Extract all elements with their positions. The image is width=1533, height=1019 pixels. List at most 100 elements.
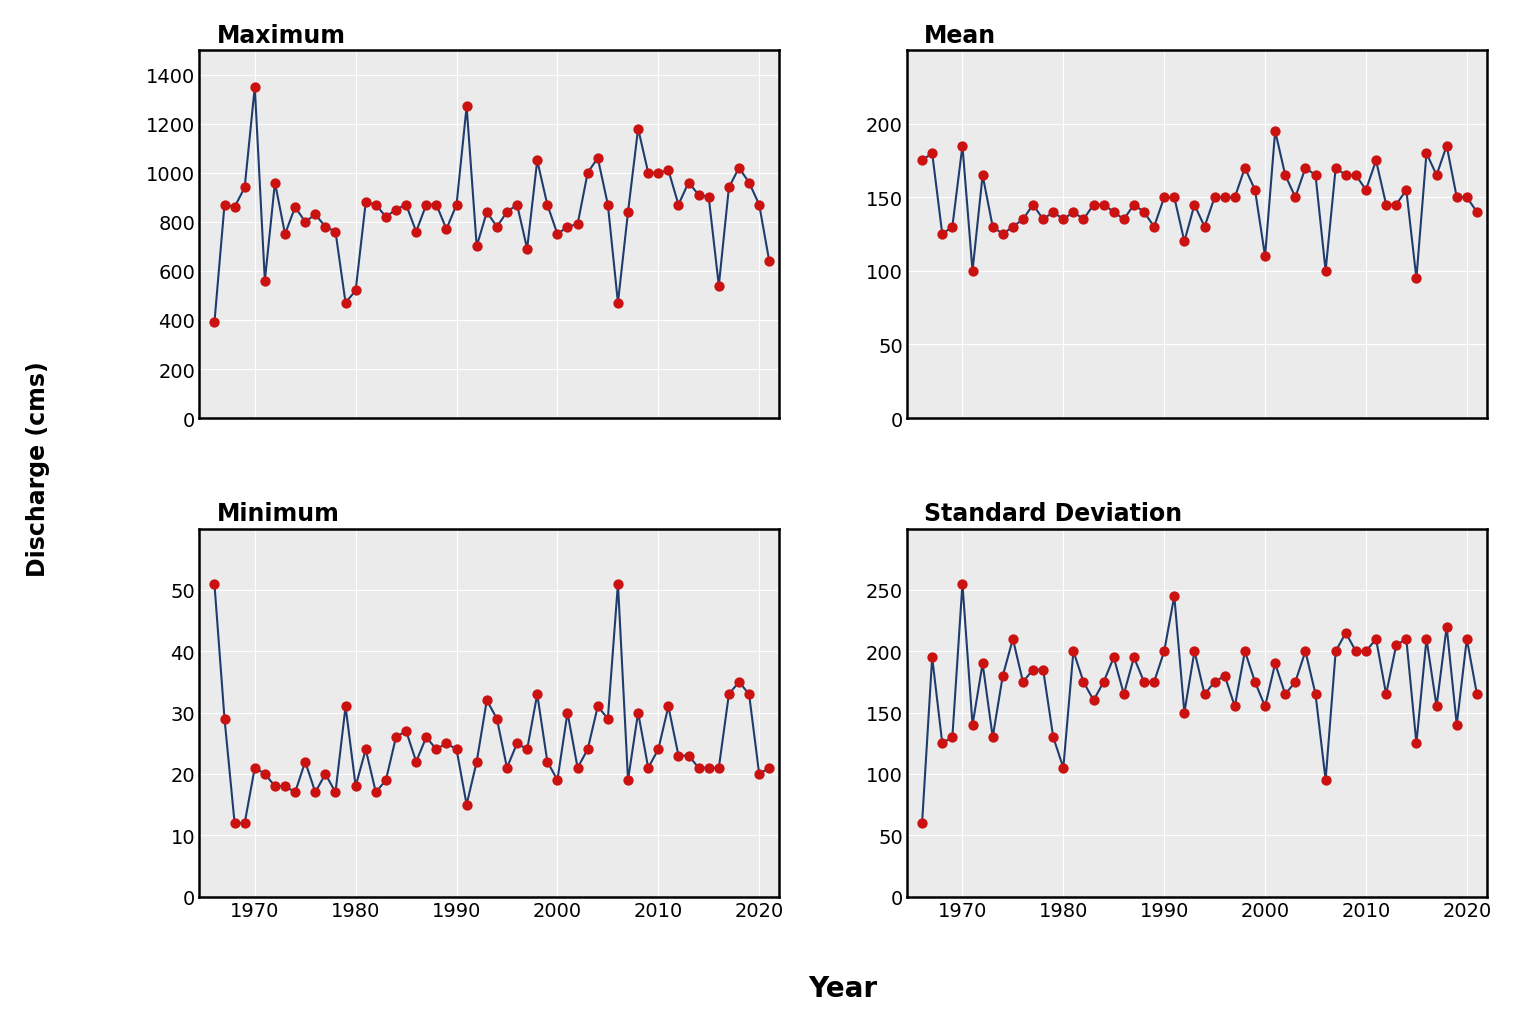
Point: [535, 754, 560, 770]
Point: [1314, 772, 1338, 789]
Point: [645, 165, 670, 181]
Point: [484, 219, 509, 235]
Point: [1283, 674, 1308, 690]
Point: [414, 730, 438, 746]
Point: [920, 146, 944, 162]
Point: [1444, 717, 1469, 734]
Point: [1102, 205, 1127, 221]
Point: [1415, 631, 1439, 647]
Point: [273, 779, 297, 795]
Point: [1424, 168, 1449, 184]
Point: [1455, 190, 1479, 206]
Point: [1193, 219, 1217, 235]
Point: [1364, 153, 1389, 169]
Point: [524, 687, 549, 703]
Point: [1343, 168, 1367, 184]
Point: [1222, 190, 1246, 206]
Point: [586, 699, 610, 715]
Point: [284, 785, 308, 801]
Point: [1374, 687, 1398, 703]
Point: [1303, 168, 1328, 184]
Point: [1404, 736, 1429, 752]
Point: [403, 224, 428, 240]
Point: [1131, 205, 1156, 221]
Point: [940, 219, 964, 235]
Point: [1404, 271, 1429, 287]
Point: [475, 693, 500, 709]
Point: [1162, 588, 1187, 604]
Point: [293, 754, 317, 770]
Point: [535, 198, 560, 214]
Point: [727, 160, 751, 176]
Point: [1294, 160, 1318, 176]
Point: [707, 760, 731, 776]
Point: [636, 760, 661, 776]
Point: [606, 576, 630, 592]
Point: [1202, 190, 1226, 206]
Point: [1122, 198, 1147, 214]
Point: [374, 210, 399, 226]
Point: [625, 705, 650, 721]
Point: [414, 198, 438, 214]
Point: [1162, 190, 1187, 206]
Point: [931, 736, 955, 752]
Point: [1131, 674, 1156, 690]
Text: Mean: Mean: [924, 23, 996, 48]
Point: [484, 711, 509, 728]
Point: [383, 202, 408, 218]
Point: [727, 674, 751, 690]
Point: [434, 222, 458, 238]
Point: [687, 760, 711, 776]
Point: [1384, 637, 1409, 653]
Point: [1314, 264, 1338, 280]
Point: [403, 754, 428, 770]
Point: [242, 760, 267, 776]
Point: [1052, 760, 1076, 776]
Point: [616, 205, 641, 221]
Point: [981, 730, 1006, 746]
Point: [1233, 643, 1257, 659]
Point: [707, 278, 731, 294]
Point: [262, 779, 287, 795]
Point: [960, 717, 984, 734]
Point: [667, 198, 691, 214]
Text: Minimum: Minimum: [216, 501, 340, 526]
Point: [1091, 674, 1116, 690]
Point: [1081, 198, 1105, 214]
Point: [313, 219, 337, 235]
Point: [333, 296, 357, 312]
Point: [233, 180, 258, 197]
Point: [1252, 699, 1277, 715]
Point: [1021, 661, 1046, 678]
Point: [1263, 655, 1288, 672]
Point: [1142, 674, 1167, 690]
Point: [1243, 674, 1268, 690]
Point: [354, 195, 379, 211]
Point: [1052, 212, 1076, 228]
Point: [970, 655, 995, 672]
Point: [1072, 674, 1096, 690]
Point: [656, 163, 681, 179]
Point: [1303, 687, 1328, 703]
Point: [1091, 198, 1116, 214]
Point: [202, 576, 227, 592]
Point: [1173, 705, 1197, 721]
Point: [990, 667, 1015, 684]
Point: [1374, 198, 1398, 214]
Point: [716, 180, 740, 197]
Text: Discharge (cms): Discharge (cms): [26, 361, 51, 577]
Point: [323, 785, 348, 801]
Point: [981, 219, 1006, 235]
Point: [555, 705, 579, 721]
Point: [1435, 139, 1459, 155]
Point: [931, 226, 955, 243]
Point: [636, 165, 661, 181]
Point: [920, 649, 944, 665]
Point: [575, 742, 599, 758]
Point: [464, 754, 489, 770]
Point: [1263, 123, 1288, 140]
Point: [464, 238, 489, 255]
Point: [1111, 212, 1136, 228]
Point: [1111, 687, 1136, 703]
Point: [333, 699, 357, 715]
